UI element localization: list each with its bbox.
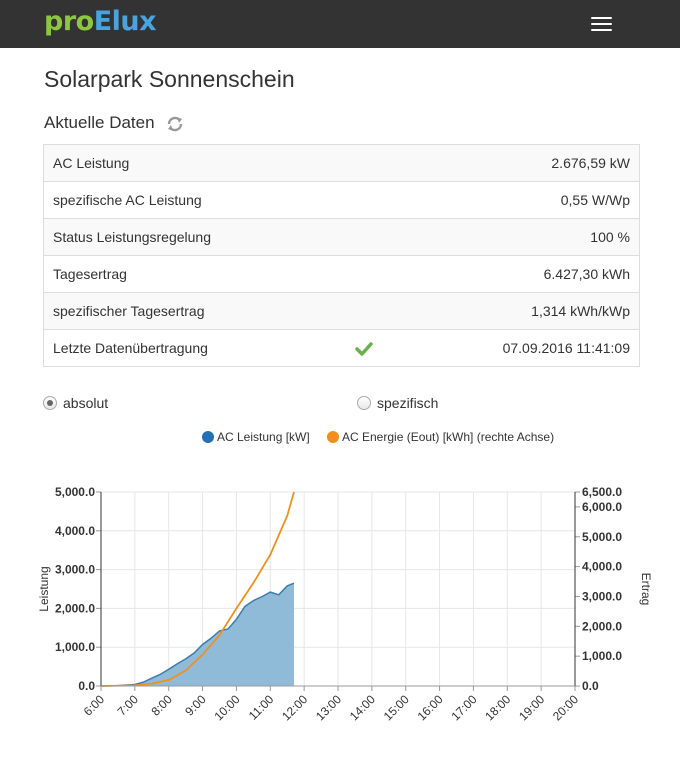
chart-labels: 6:00 7:00 8:00 9:00 10:00 11:00 12:00 13:00 14:0…	[37, 485, 653, 723]
x-tick-label: 19:00	[516, 692, 547, 723]
x-tick-label: 9:00	[182, 692, 209, 719]
y-left-tick-label: 0.0	[78, 679, 95, 693]
legend-label-energie: AC Energie (Eout) [kWh] (rechte Achse)	[342, 430, 555, 444]
table-row: spezifische AC Leistung 0,55 W/Wp	[43, 181, 640, 219]
series-line-ac-energie	[100, 491, 295, 687]
y-left-tick-label: 2,000.0	[55, 601, 95, 615]
y-left-tick-label: 1,000.0	[55, 640, 95, 654]
y-right-tick-label: 4,000.0	[582, 560, 622, 574]
x-tick-label: 13:00	[313, 692, 344, 723]
x-tick-label: 14:00	[347, 692, 378, 723]
brand-logo[interactable]: proElux	[44, 6, 157, 37]
legend-item-leistung[interactable]: AC Leistung [kW]	[202, 430, 310, 444]
legend-item-energie[interactable]: AC Energie (Eout) [kWh] (rechte Achse)	[327, 430, 554, 444]
table-row: spezifischer Tagesertrag 1,314 kWh/kWp	[43, 292, 640, 330]
y-left-axis-title: Leistung	[37, 566, 51, 611]
y-right-tick-label: 2,000.0	[582, 619, 622, 633]
radio-specific-label: spezifisch	[377, 395, 439, 411]
y-right-tick-label: 6,000.0	[582, 500, 622, 514]
y-right-tick-label: 3,000.0	[582, 589, 622, 603]
row-value: 2.676,59 kW	[369, 144, 640, 182]
x-tick-label: 12:00	[279, 692, 310, 723]
row-label: Letzte Datenübertragung	[43, 329, 370, 367]
row-label: AC Leistung	[43, 144, 370, 182]
legend-marker-energie	[327, 431, 339, 443]
hamburger-icon[interactable]	[589, 14, 615, 34]
table-row: AC Leistung 2.676,59 kW	[43, 144, 640, 182]
navbar: proElux	[0, 0, 680, 48]
x-tick-label: 18:00	[482, 692, 513, 723]
chart-series	[100, 491, 295, 687]
row-value: 1,314 kWh/kWp	[369, 292, 640, 330]
chart-axes	[96, 491, 580, 691]
row-value: 0,55 W/Wp	[369, 181, 640, 219]
table-row: Tagesertrag 6.427,30 kWh	[43, 255, 640, 293]
logo-part-pro: pro	[44, 6, 94, 37]
x-tick-label: 11:00	[246, 692, 277, 723]
y-right-tick-label: 1,000.0	[582, 649, 622, 663]
x-tick-label: 6:00	[81, 692, 108, 719]
table-row: Status Leistungsregelung 100 %	[43, 218, 640, 256]
row-label: spezifischer Tagesertrag	[43, 292, 370, 330]
row-value: 100 %	[369, 218, 640, 256]
row-value: 6.427,30 kWh	[369, 255, 640, 293]
row-label: Status Leistungsregelung	[43, 218, 370, 256]
legend-label-leistung: AC Leistung [kW]	[217, 430, 310, 444]
x-tick-label: 10:00	[211, 692, 242, 723]
logo-part-elux: Elux	[93, 6, 157, 37]
y-left-tick-label: 3,000.0	[55, 563, 95, 577]
current-data-table: AC Leistung 2.676,59 kW spezifische AC Le…	[43, 144, 640, 367]
radio-specific[interactable]	[357, 396, 371, 410]
refresh-icon[interactable]	[166, 115, 184, 133]
series-line-ac-leistung	[100, 582, 295, 687]
chart-grid	[100, 491, 576, 687]
x-tick-label: 15:00	[381, 692, 412, 723]
x-tick-label: 8:00	[148, 692, 175, 719]
checkmark-icon	[355, 342, 373, 356]
radio-absolute-label: absolut	[63, 395, 109, 411]
x-tick-label: 17:00	[448, 692, 479, 723]
y-right-axis-title: Ertrag	[639, 573, 653, 606]
legend-marker-leistung	[202, 431, 214, 443]
y-left-tick-label: 5,000.0	[55, 485, 95, 499]
x-tick-label: 20:00	[550, 692, 581, 723]
page-title: Solarpark Sonnenschein	[44, 66, 295, 92]
table-row: Letzte Datenübertragung 07.09.2016 11:41:…	[43, 329, 640, 367]
x-tick-label: 16:00	[415, 692, 446, 723]
y-right-tick-label: 0.0	[582, 679, 599, 693]
y-right-tick-label: 6,500.0	[582, 485, 622, 499]
x-tick-label: 7:00	[115, 692, 142, 719]
radio-absolute[interactable]	[43, 396, 57, 410]
row-label: spezifische AC Leistung	[43, 181, 370, 219]
y-left-tick-label: 4,000.0	[55, 524, 95, 538]
series-area-ac-leistung	[101, 583, 294, 686]
y-right-tick-label: 5,000.0	[582, 530, 622, 544]
row-label: Tagesertrag	[43, 255, 370, 293]
section-title: Aktuelle Daten	[44, 113, 155, 132]
row-value: 07.09.2016 11:41:09	[369, 329, 640, 367]
